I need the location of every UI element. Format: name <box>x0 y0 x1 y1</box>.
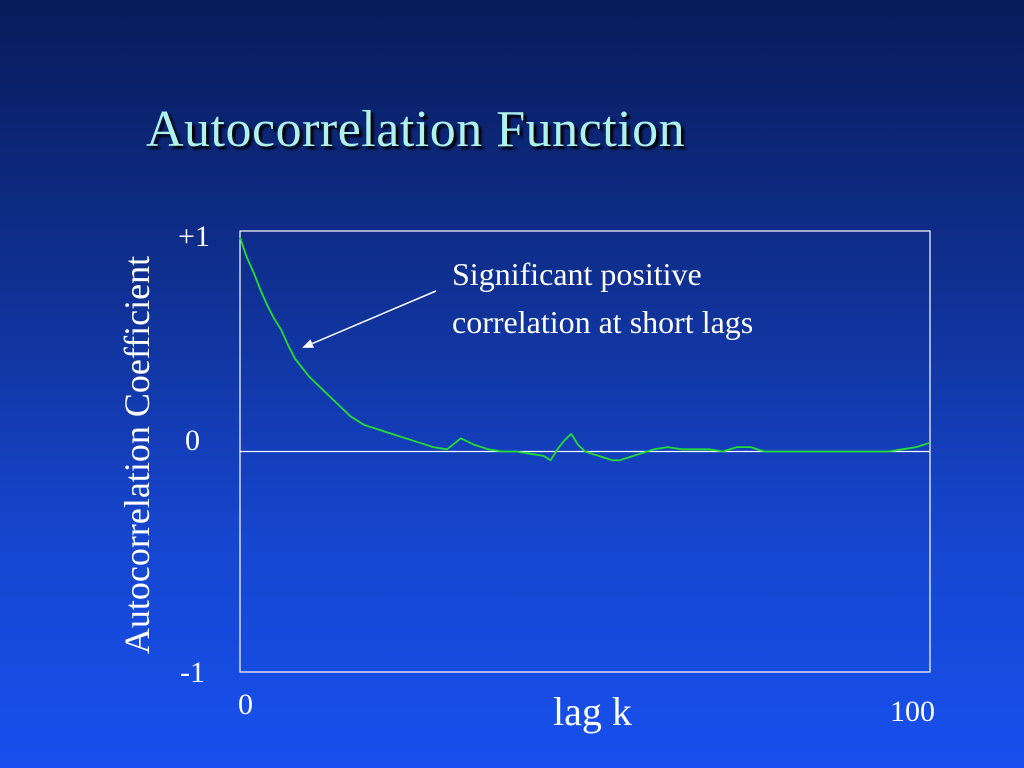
y-tick-label-top: +1 <box>178 220 210 253</box>
x-tick-label-start: 0 <box>238 688 253 721</box>
slide-title: Autocorrelation Function <box>146 101 686 158</box>
y-tick-label-zero: 0 <box>185 424 200 457</box>
acf-series-line <box>239 237 931 462</box>
annotation-arrow <box>302 290 437 348</box>
annotation-arrow-shaft <box>311 290 437 345</box>
y-tick-label-bottom: -1 <box>180 656 205 689</box>
y-axis-label: Autocorrelation Coefficient <box>117 255 157 655</box>
annotation-line-2: correlation at short lags <box>452 304 754 340</box>
x-axis-label: lag k <box>553 689 632 734</box>
annotation-arrow-head <box>302 339 314 348</box>
x-tick-label-end: 100 <box>890 695 935 728</box>
annotation-text: Significant positive correlation at shor… <box>452 250 753 346</box>
annotation-line-1: Significant positive <box>452 256 702 292</box>
